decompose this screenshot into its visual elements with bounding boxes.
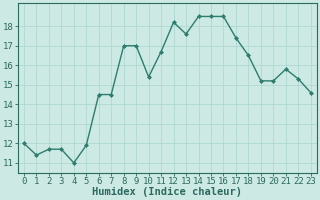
X-axis label: Humidex (Indice chaleur): Humidex (Indice chaleur) [92,187,242,197]
